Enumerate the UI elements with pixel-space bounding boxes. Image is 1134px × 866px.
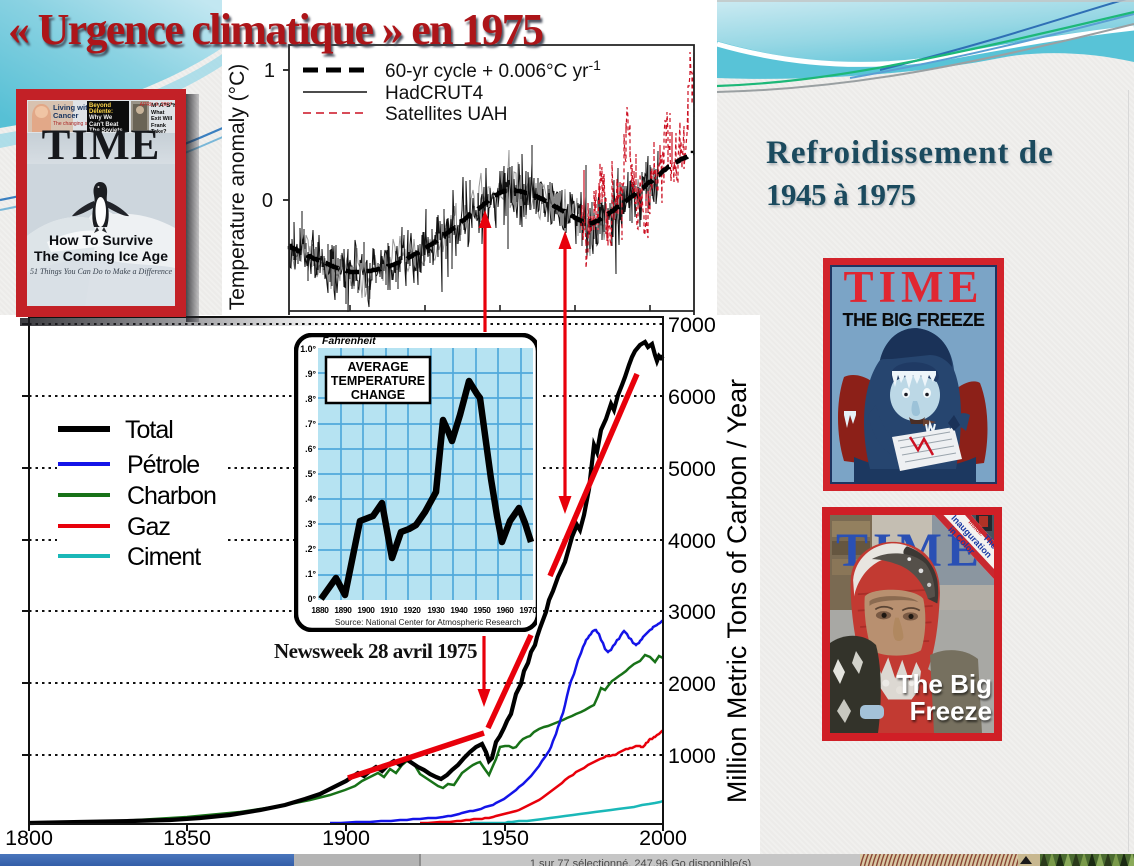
svg-text:.4°: .4° — [305, 494, 316, 504]
svg-text:HadCRUT4: HadCRUT4 — [385, 83, 484, 104]
svg-text:7000: 7000 — [668, 315, 716, 337]
svg-text:The Big: The Big — [897, 669, 992, 699]
svg-text:Fahrenheit: Fahrenheit — [322, 335, 376, 347]
svg-text:1970: 1970 — [519, 605, 537, 615]
svg-text:1960: 1960 — [496, 605, 514, 615]
svg-text:Ciment: Ciment — [127, 543, 201, 571]
svg-text:TEMPERATURE: TEMPERATURE — [331, 374, 425, 388]
svg-text:.6°: .6° — [305, 444, 316, 454]
svg-text:2000: 2000 — [639, 826, 687, 850]
svg-text:AVERAGE: AVERAGE — [348, 360, 409, 374]
svg-text:1850: 1850 — [163, 826, 211, 850]
svg-text:1940: 1940 — [450, 605, 468, 615]
svg-text:1900: 1900 — [357, 605, 375, 615]
svg-text:4000: 4000 — [668, 529, 716, 553]
svg-text:Total: Total — [125, 416, 173, 444]
svg-text:Freeze: Freeze — [910, 696, 992, 726]
svg-text:Million Metric Tons of Carbon: Million Metric Tons of Carbon / Year — [722, 379, 752, 803]
svg-text:1930: 1930 — [427, 605, 445, 615]
svg-text:Source: National Center for At: Source: National Center for Atmospheric … — [335, 617, 522, 627]
svg-text:1910: 1910 — [380, 605, 398, 615]
svg-text:60-yr cycle + 0.006°C yr-1: 60-yr cycle + 0.006°C yr-1 — [385, 57, 601, 82]
svg-text:1890: 1890 — [334, 605, 352, 615]
svg-text:1000: 1000 — [668, 744, 716, 768]
svg-text:.2°: .2° — [305, 544, 316, 554]
svg-text:.1°: .1° — [305, 569, 316, 579]
svg-text:1800: 1800 — [5, 826, 53, 850]
svg-text:Gaz: Gaz — [127, 513, 170, 541]
svg-text:3000: 3000 — [668, 600, 716, 624]
svg-text:5000: 5000 — [668, 457, 716, 481]
svg-text:2000: 2000 — [668, 672, 716, 696]
svg-text:.9°: .9° — [305, 369, 316, 379]
svg-text:.8°: .8° — [305, 394, 316, 404]
svg-text:0°: 0° — [308, 594, 317, 604]
svg-text:.5°: .5° — [305, 469, 316, 479]
svg-text:Satellites UAH: Satellites UAH — [385, 104, 508, 125]
svg-text:1880: 1880 — [311, 605, 329, 615]
svg-text:.3°: .3° — [305, 519, 316, 529]
svg-text:Pétrole: Pétrole — [127, 451, 199, 479]
svg-text:.7°: .7° — [305, 419, 316, 429]
svg-text:1950: 1950 — [473, 605, 491, 615]
svg-text:1920: 1920 — [403, 605, 421, 615]
svg-text:1.0°: 1.0° — [300, 344, 316, 354]
svg-text:1900: 1900 — [322, 826, 370, 850]
svg-text:CHANGE: CHANGE — [351, 388, 405, 402]
svg-text:1: 1 — [264, 60, 275, 82]
svg-text:6000: 6000 — [668, 385, 716, 409]
svg-text:0: 0 — [262, 190, 273, 212]
svg-text:1950: 1950 — [481, 826, 529, 850]
svg-text:Temperature anomaly (°C): Temperature anomaly (°C) — [226, 64, 249, 310]
svg-text:Charbon: Charbon — [127, 482, 216, 510]
